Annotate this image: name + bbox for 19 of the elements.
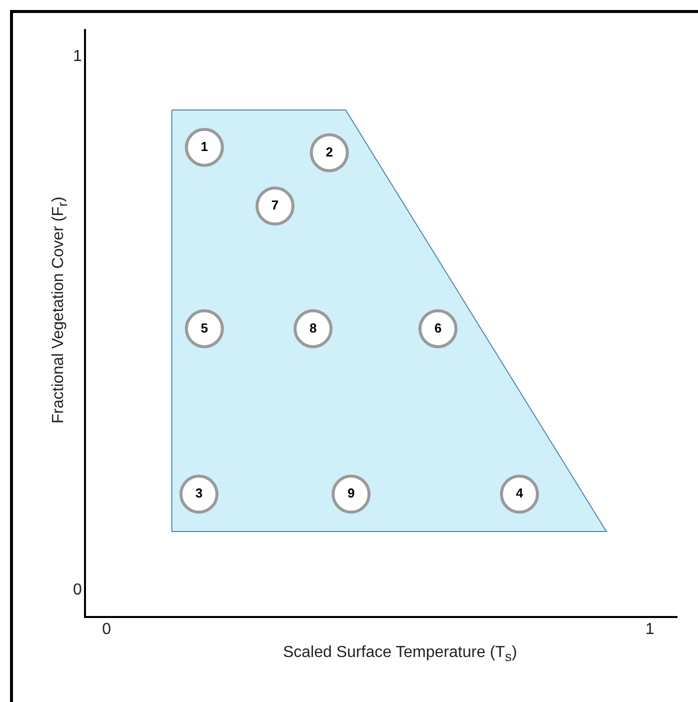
- point: [332, 474, 371, 514]
- point: [256, 186, 295, 226]
- x-axis-title: Scaled Surface Temperature (T$_{s}$): [282, 644, 518, 664]
- point: [418, 309, 458, 348]
- annotation: 7: [271, 198, 279, 213]
- point: [184, 128, 224, 167]
- annotation: 6: [434, 320, 442, 336]
- point: [500, 474, 539, 514]
- annotation: 3: [195, 486, 203, 501]
- annotation: 2: [326, 144, 333, 160]
- annotation: 9: [347, 486, 355, 501]
- annotation: 1: [200, 138, 208, 154]
- point: [179, 474, 218, 514]
- annotation: 4: [516, 486, 524, 501]
- point: [294, 309, 333, 348]
- point: [184, 309, 224, 348]
- annotation: 8: [309, 320, 317, 336]
- point: [310, 133, 349, 172]
- annotation: 5: [200, 320, 208, 336]
